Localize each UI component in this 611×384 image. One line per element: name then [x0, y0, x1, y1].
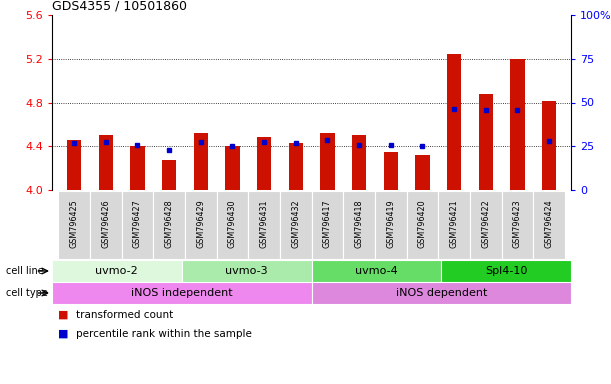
Text: GSM796429: GSM796429 — [196, 199, 205, 248]
Text: GSM796421: GSM796421 — [450, 199, 459, 248]
Bar — [352, 135, 366, 190]
Bar — [67, 140, 81, 190]
Text: iNOS independent: iNOS independent — [131, 288, 233, 298]
Bar — [257, 137, 271, 190]
Text: GSM796424: GSM796424 — [544, 199, 554, 248]
Text: uvmo-2: uvmo-2 — [95, 266, 138, 276]
Text: iNOS dependent: iNOS dependent — [396, 288, 487, 298]
Text: GSM796426: GSM796426 — [101, 199, 110, 248]
Bar — [470, 191, 502, 258]
Text: GSM796420: GSM796420 — [418, 199, 427, 248]
Bar — [185, 191, 217, 258]
Text: GSM796425: GSM796425 — [70, 199, 79, 248]
Bar — [320, 133, 335, 190]
Text: GSM796419: GSM796419 — [386, 199, 395, 248]
Text: GSM796422: GSM796422 — [481, 199, 490, 248]
Bar — [52, 282, 312, 304]
Bar — [312, 191, 343, 258]
Text: GSM796431: GSM796431 — [260, 199, 269, 248]
Bar — [225, 146, 240, 190]
Text: uvmo-3: uvmo-3 — [225, 266, 268, 276]
Text: uvmo-4: uvmo-4 — [355, 266, 398, 276]
Bar — [384, 152, 398, 190]
Text: GSM796418: GSM796418 — [354, 199, 364, 248]
Bar — [375, 191, 406, 258]
Text: Spl4-10: Spl4-10 — [485, 266, 527, 276]
Bar — [478, 94, 493, 190]
Text: GSM796428: GSM796428 — [164, 199, 174, 248]
Text: GSM796432: GSM796432 — [291, 199, 300, 248]
Bar — [343, 191, 375, 258]
Bar — [217, 191, 248, 258]
Text: GSM796430: GSM796430 — [228, 199, 237, 248]
Bar — [438, 191, 470, 258]
Text: GSM796417: GSM796417 — [323, 199, 332, 248]
Bar — [52, 260, 182, 282]
Text: cell line: cell line — [6, 266, 44, 276]
Bar — [510, 59, 525, 190]
Bar — [288, 143, 303, 190]
Text: percentile rank within the sample: percentile rank within the sample — [76, 329, 252, 339]
Bar — [312, 260, 442, 282]
Bar — [533, 191, 565, 258]
Bar — [153, 191, 185, 258]
Bar — [312, 282, 571, 304]
Text: transformed count: transformed count — [76, 310, 174, 320]
Bar — [502, 191, 533, 258]
Bar — [280, 191, 312, 258]
Text: ■: ■ — [58, 329, 68, 339]
Bar — [406, 191, 438, 258]
Bar — [182, 260, 312, 282]
Text: GSM796427: GSM796427 — [133, 199, 142, 248]
Bar — [542, 101, 556, 190]
Bar — [98, 135, 113, 190]
Text: ■: ■ — [58, 310, 68, 320]
Bar — [447, 55, 461, 190]
Bar — [442, 260, 571, 282]
Text: GDS4355 / 10501860: GDS4355 / 10501860 — [52, 0, 187, 12]
Bar — [248, 191, 280, 258]
Bar — [122, 191, 153, 258]
Text: cell type: cell type — [6, 288, 48, 298]
Bar — [194, 133, 208, 190]
Bar — [130, 146, 145, 190]
Bar — [58, 191, 90, 258]
Bar — [415, 155, 430, 190]
Bar — [162, 161, 176, 190]
Text: GSM796423: GSM796423 — [513, 199, 522, 248]
Bar — [90, 191, 122, 258]
